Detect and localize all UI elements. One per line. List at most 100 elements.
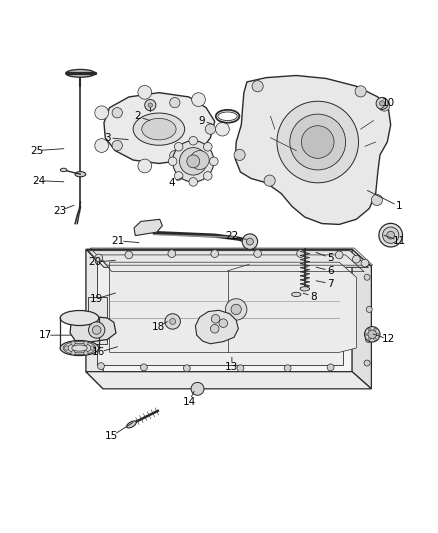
Circle shape [364, 360, 370, 366]
Circle shape [355, 86, 366, 97]
Text: 17: 17 [39, 330, 52, 340]
Circle shape [361, 259, 369, 267]
Circle shape [301, 126, 334, 158]
Circle shape [277, 101, 358, 183]
Polygon shape [195, 310, 238, 344]
Circle shape [98, 362, 104, 369]
Text: 18: 18 [152, 321, 166, 332]
Polygon shape [235, 76, 391, 224]
Circle shape [254, 250, 261, 257]
Circle shape [174, 172, 183, 180]
Circle shape [205, 124, 215, 134]
Circle shape [376, 98, 388, 109]
Text: 12: 12 [382, 335, 395, 344]
Ellipse shape [92, 326, 101, 334]
Circle shape [170, 318, 176, 325]
Circle shape [364, 274, 370, 280]
Polygon shape [97, 254, 343, 365]
Circle shape [368, 338, 371, 341]
Circle shape [366, 306, 372, 312]
Circle shape [71, 341, 75, 345]
Circle shape [95, 254, 102, 262]
Circle shape [84, 341, 88, 345]
Circle shape [211, 314, 220, 323]
Circle shape [168, 157, 177, 166]
Circle shape [215, 122, 230, 136]
Text: 24: 24 [32, 176, 46, 185]
Circle shape [125, 251, 133, 259]
Text: 5: 5 [327, 253, 334, 263]
Circle shape [204, 172, 212, 180]
Circle shape [371, 195, 382, 206]
Ellipse shape [60, 168, 67, 172]
Ellipse shape [88, 322, 105, 338]
Ellipse shape [387, 231, 395, 239]
Circle shape [180, 148, 207, 175]
Circle shape [237, 365, 244, 372]
Circle shape [112, 140, 122, 151]
Circle shape [141, 364, 147, 371]
Text: 15: 15 [105, 431, 118, 441]
Circle shape [364, 327, 380, 342]
Circle shape [138, 85, 152, 99]
Circle shape [264, 175, 275, 186]
Circle shape [374, 338, 376, 341]
Circle shape [71, 351, 75, 355]
Ellipse shape [60, 341, 99, 356]
Circle shape [189, 177, 198, 186]
Text: 9: 9 [198, 116, 205, 126]
Text: 2: 2 [134, 111, 141, 122]
Circle shape [192, 152, 205, 166]
Circle shape [297, 250, 304, 257]
Polygon shape [86, 249, 371, 266]
Circle shape [226, 298, 247, 320]
Polygon shape [70, 317, 116, 344]
Ellipse shape [75, 172, 86, 177]
Polygon shape [86, 372, 371, 389]
Circle shape [138, 159, 152, 173]
Polygon shape [88, 296, 107, 344]
Circle shape [174, 142, 183, 151]
Text: 19: 19 [90, 294, 103, 304]
Circle shape [252, 80, 263, 92]
Text: 21: 21 [112, 236, 125, 246]
Text: 7: 7 [327, 279, 334, 289]
Circle shape [210, 325, 219, 333]
Circle shape [170, 98, 180, 108]
Polygon shape [110, 262, 357, 352]
Circle shape [211, 250, 219, 257]
Ellipse shape [142, 118, 176, 140]
Circle shape [145, 100, 156, 111]
Circle shape [336, 251, 343, 259]
Text: 14: 14 [182, 397, 196, 407]
Circle shape [173, 141, 214, 182]
Polygon shape [134, 219, 162, 236]
Circle shape [374, 328, 376, 331]
Text: 8: 8 [310, 292, 317, 302]
Ellipse shape [292, 292, 301, 296]
Ellipse shape [133, 113, 185, 145]
Polygon shape [86, 249, 352, 372]
Text: 1: 1 [396, 201, 403, 212]
Text: 4: 4 [169, 178, 175, 188]
Circle shape [184, 365, 190, 372]
Circle shape [64, 346, 69, 350]
Polygon shape [88, 251, 368, 268]
Circle shape [219, 319, 228, 327]
Text: 13: 13 [225, 362, 239, 373]
Circle shape [231, 304, 241, 314]
Circle shape [90, 346, 95, 350]
Text: 20: 20 [88, 257, 101, 267]
Circle shape [95, 139, 109, 152]
Text: 22: 22 [225, 231, 239, 241]
Circle shape [190, 151, 209, 169]
Ellipse shape [66, 69, 95, 77]
Circle shape [168, 250, 176, 257]
Text: 10: 10 [382, 99, 395, 108]
Circle shape [353, 255, 360, 263]
Circle shape [365, 333, 368, 336]
Ellipse shape [300, 287, 310, 291]
Circle shape [170, 150, 180, 161]
Circle shape [377, 333, 379, 336]
Circle shape [112, 108, 122, 118]
